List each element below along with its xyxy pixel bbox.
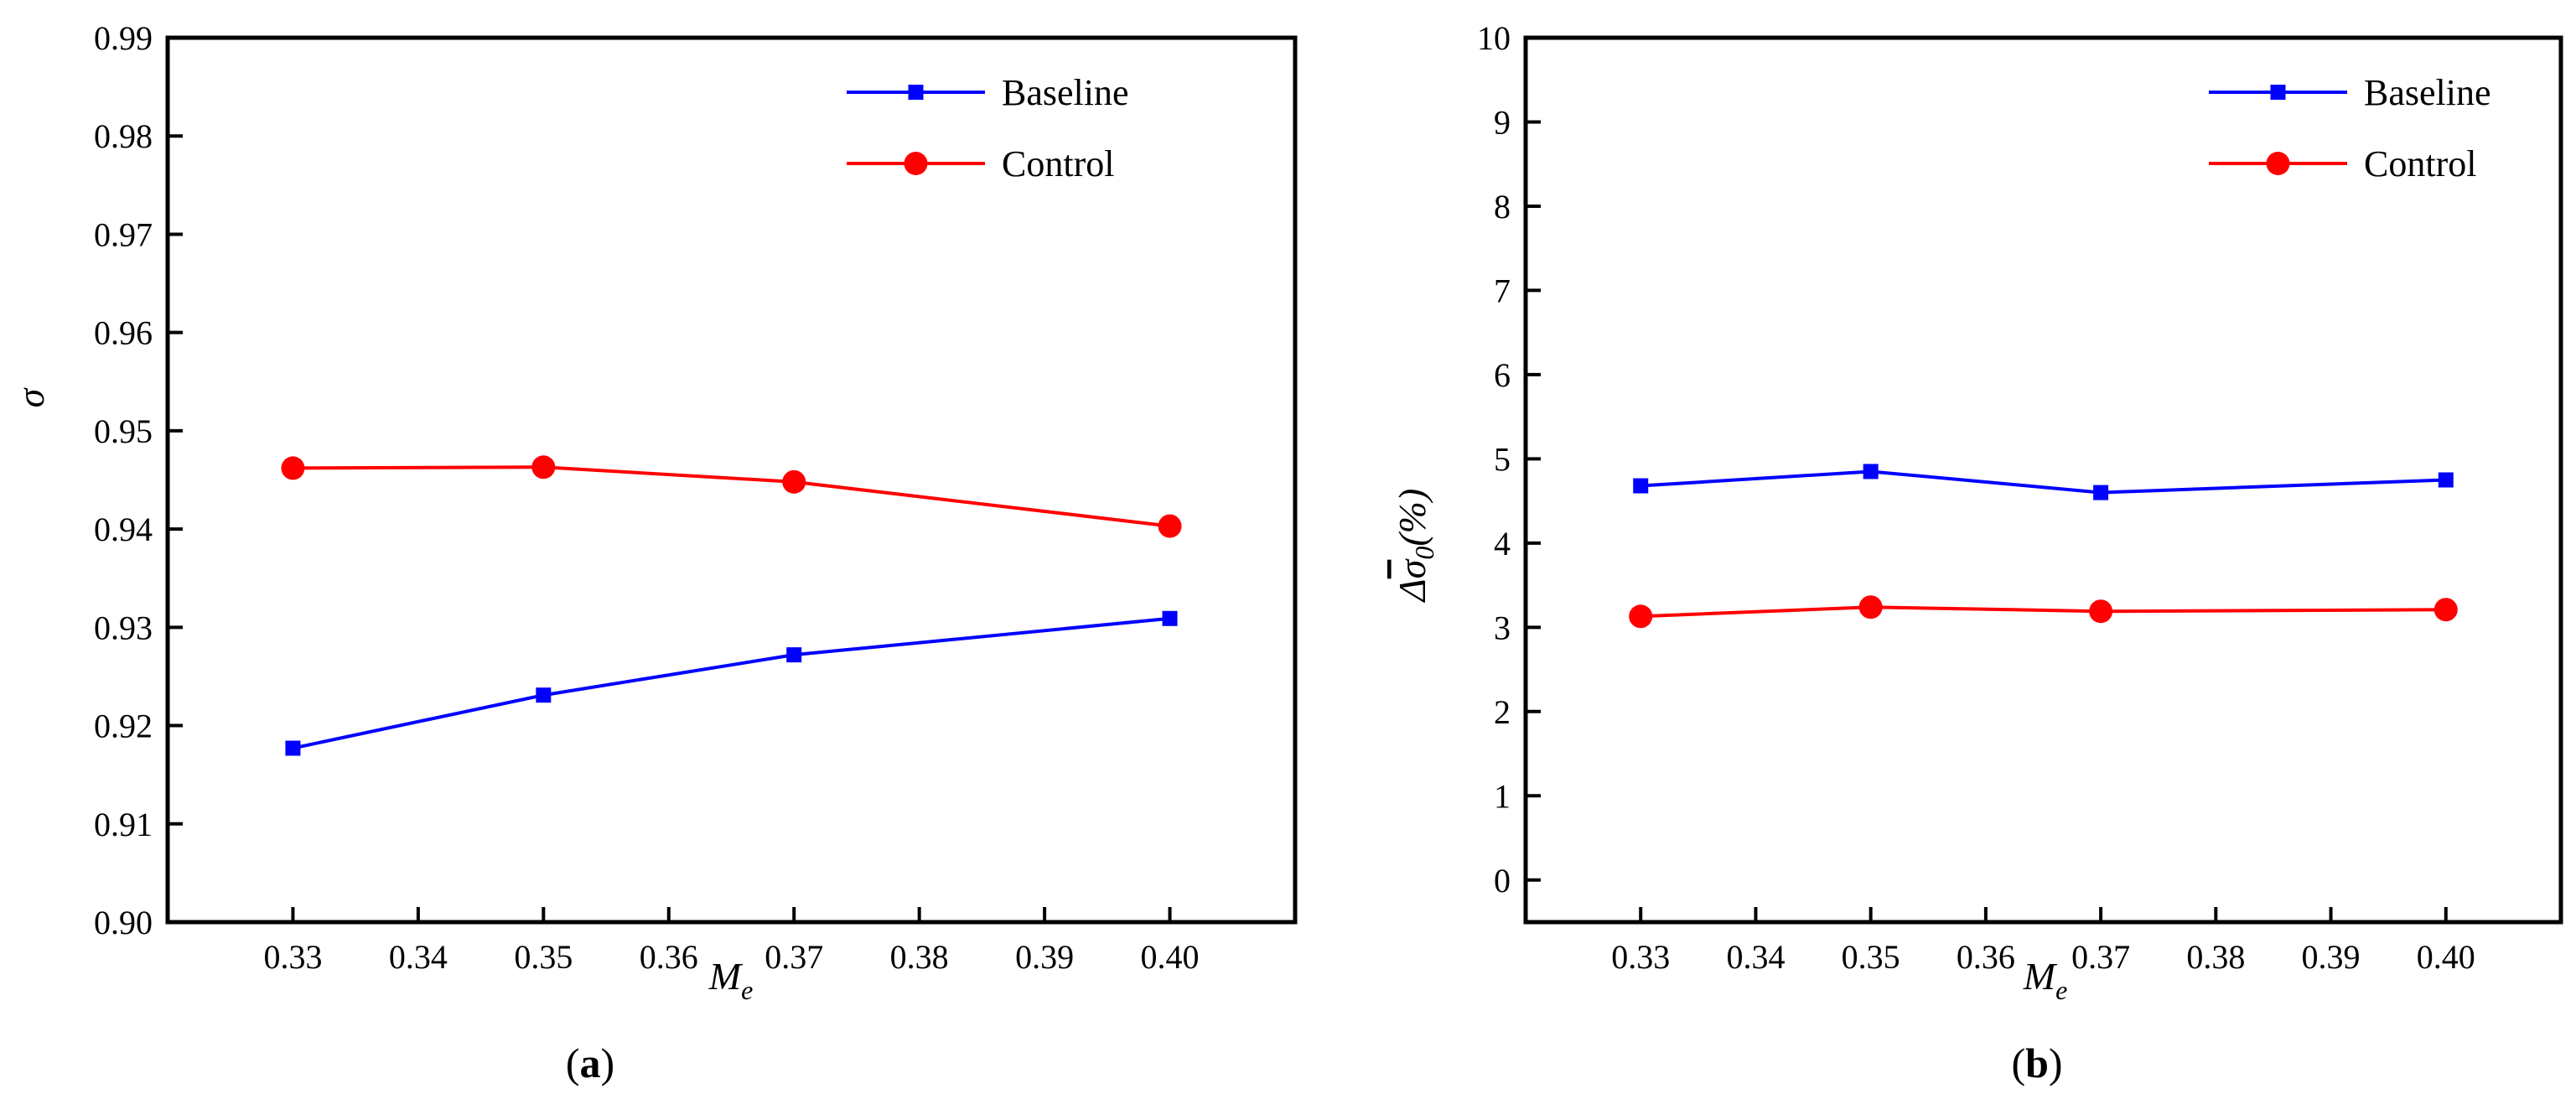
panel-a-baseline-point	[786, 647, 802, 663]
panel-a-y-tick-label: 0.95	[94, 412, 153, 450]
panel-a-caption: (a)	[566, 1039, 614, 1086]
panel-b-x-tick-label: 0.38	[2186, 938, 2245, 976]
panel-b-y-tick-label: 3	[1494, 609, 1511, 646]
panel-a-baseline-point	[536, 687, 552, 703]
panel-b-control-point	[1858, 595, 1883, 619]
panel-a-y-axis-label: σ	[9, 386, 52, 407]
panel-b-plot-frame	[1523, 35, 2563, 925]
panel-b-y-ticks: 0 1 2 3 4 5 6 7 8 9 10	[1477, 19, 1541, 899]
panel-a-x-axis-label: Me	[708, 955, 754, 1005]
panel-b-baseline-line	[1640, 469, 2446, 495]
panel-b-x-tick-label: 0.39	[2302, 938, 2361, 976]
panel-a-control-point	[281, 456, 305, 480]
panel-b-series	[1629, 464, 2458, 629]
panel-a-legend-baseline-marker	[908, 85, 924, 100]
panel-b-x-ticks: 0.33 0.34 0.35 0.36 0.37 0.38 0.39 0.40	[1611, 907, 2475, 976]
panel-a-control-point	[1158, 514, 1182, 538]
panel-b-legend-baseline-label: Baseline	[2364, 72, 2491, 113]
panel-a-baseline-line	[293, 616, 1170, 750]
panel-a-x-tick-label: 0.33	[263, 938, 322, 976]
panel-b: 0.33 0.34 0.35 0.36 0.37 0.38 0.39 0.40 0 1 2 3 4 5 6…	[1391, 19, 2563, 1086]
panel-a-series	[281, 455, 1182, 756]
panel-b-y-tick-label: 2	[1494, 693, 1511, 731]
panel-b-control-point	[2433, 598, 2458, 622]
panel-b-legend: Baseline Control	[2209, 72, 2491, 184]
svg-text:Δσ0(%): Δσ0(%)	[1391, 489, 1439, 604]
panel-b-y-tick-label: 1	[1494, 777, 1511, 815]
panel-a-y-tick-label: 0.90	[94, 904, 153, 941]
panel-a-x-axis-label-main: M	[708, 955, 744, 998]
panel-a-y-tick-label: 0.91	[94, 806, 153, 843]
panel-b-x-tick-label: 0.33	[1611, 938, 1670, 976]
panel-b-y-tick-label: 6	[1494, 356, 1511, 394]
panel-b-y-tick-label: 4	[1494, 525, 1511, 562]
panel-b-y-axis-label: Δσ0(%)	[1391, 489, 1439, 604]
panel-b-baseline-point	[2438, 472, 2454, 488]
panel-b-caption-open: (	[2011, 1039, 2025, 1086]
panel-a-x-tick-label: 0.34	[389, 938, 448, 976]
panel-a: 0.33 0.34 0.35 0.36 0.37 0.38 0.39 0.40 0.900.9…	[9, 19, 1298, 1086]
panel-b-baseline-point	[1633, 478, 1649, 494]
panel-a-x-ticks: 0.33 0.34 0.35 0.36 0.37 0.38 0.39 0.40	[263, 907, 1200, 976]
panel-a-caption-open: (	[566, 1039, 580, 1086]
panel-a-legend-control-label: Control	[1002, 143, 1114, 184]
panel-a-x-tick-label: 0.38	[890, 938, 949, 976]
panel-a-x-tick-label: 0.35	[514, 938, 573, 976]
panel-a-y-ticks: 0.90 0.91 0.92 0.93 0.94 0.95 0.96 0.97 0.98 0.99	[94, 19, 183, 941]
panel-a-plot-frame	[165, 35, 1298, 925]
panel-b-caption: (b)	[2011, 1039, 2062, 1086]
panel-b-caption-close: )	[2049, 1039, 2063, 1086]
panel-b-caption-letter: b	[2025, 1039, 2049, 1086]
panel-b-x-tick-label: 0.37	[2071, 938, 2130, 976]
panel-b-baseline-point	[2093, 485, 2109, 500]
panel-a-legend-control-marker	[904, 152, 928, 175]
panel-a-x-tick-label: 0.39	[1015, 938, 1074, 976]
panel-a-baseline-point	[285, 740, 301, 756]
panel-b-x-tick-label: 0.40	[2417, 938, 2475, 976]
panel-b-baseline-point	[1863, 464, 1879, 480]
panel-b-y-tick-label: 9	[1494, 103, 1511, 141]
panel-a-legend: Baseline Control	[847, 72, 1129, 184]
panel-b-x-axis-label-sub: e	[2055, 975, 2067, 1005]
panel-b-control-point	[2089, 599, 2113, 624]
panel-a-y-tick-label: 0.93	[94, 609, 153, 646]
panel-a-y-tick-label: 0.96	[94, 314, 153, 352]
panel-a-caption-close: )	[601, 1039, 615, 1086]
panel-a-caption-letter: a	[580, 1039, 601, 1086]
panel-a-legend-baseline-label: Baseline	[1002, 72, 1129, 113]
panel-b-control-point	[1629, 604, 1653, 629]
panel-a-y-tick-label: 0.99	[94, 19, 153, 57]
panel-b-y-axis-label-sub: 0	[1409, 547, 1439, 560]
panel-b-y-tick-label: 7	[1494, 272, 1511, 309]
panel-b-y-tick-label: 5	[1494, 440, 1511, 478]
panel-b-x-axis-label: Me	[2023, 955, 2068, 1005]
panel-b-control-line	[1640, 605, 2446, 619]
panel-b-legend-baseline-marker	[2270, 85, 2286, 100]
panel-b-x-tick-label: 0.35	[1842, 938, 1900, 976]
panel-b-x-tick-label: 0.34	[1726, 938, 1785, 976]
panel-a-y-tick-label: 0.94	[94, 511, 153, 548]
panel-a-baseline-point	[1162, 610, 1178, 626]
panel-a-x-tick-label: 0.40	[1141, 938, 1200, 976]
panel-a-control-point	[531, 455, 556, 480]
panel-a-x-axis-label-sub: e	[741, 975, 753, 1005]
panel-b-y-axis-label-suffix: (%)	[1391, 489, 1433, 547]
panel-a-y-tick-label: 0.92	[94, 708, 153, 745]
panel-a-control-line	[293, 465, 1170, 528]
panel-a-control-point	[782, 469, 806, 494]
panel-b-legend-control-label: Control	[2364, 143, 2476, 184]
panel-a-y-tick-label: 0.98	[94, 117, 153, 155]
panel-b-y-tick-label: 8	[1494, 188, 1511, 226]
panel-b-legend-control-marker	[2266, 152, 2290, 175]
panel-b-y-tick-label: 10	[1477, 19, 1511, 57]
panel-a-y-tick-label: 0.97	[94, 215, 153, 253]
panel-b-x-tick-label: 0.36	[1957, 938, 2015, 976]
panel-b-x-axis-label-main: M	[2023, 955, 2058, 998]
panel-b-y-axis-label-prefix: Δ	[1391, 578, 1433, 603]
panel-a-x-tick-label: 0.37	[765, 938, 823, 976]
panel-b-y-tick-label: 0	[1494, 862, 1511, 899]
panel-a-x-tick-label: 0.36	[640, 938, 698, 976]
panel-b-y-axis-label-main: σ	[1391, 557, 1433, 578]
